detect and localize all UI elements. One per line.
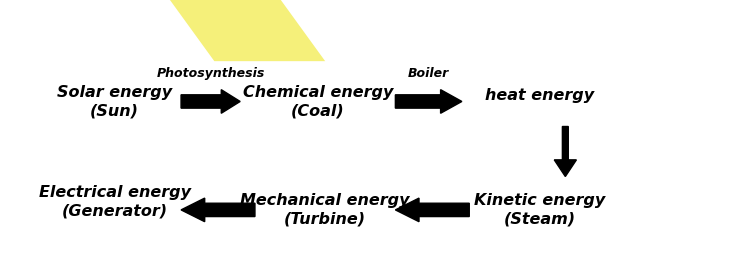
FancyArrow shape — [554, 126, 576, 177]
FancyArrow shape — [395, 198, 469, 222]
Polygon shape — [170, 0, 325, 61]
Text: Electrical energy
(Generator): Electrical energy (Generator) — [38, 185, 191, 218]
Text: Photosynthesis: Photosynthesis — [157, 67, 265, 80]
Text: Mechanical energy
(Turbine): Mechanical energy (Turbine) — [240, 193, 410, 227]
Text: heat energy: heat energy — [485, 88, 594, 103]
Text: Solar energy
(Sun): Solar energy (Sun) — [57, 85, 172, 118]
FancyArrow shape — [395, 90, 462, 113]
FancyArrow shape — [181, 198, 255, 222]
Text: Boiler: Boiler — [408, 67, 449, 80]
FancyArrow shape — [181, 90, 240, 113]
Text: Chemical energy
(Coal): Chemical energy (Coal) — [242, 85, 393, 118]
Text: Kinetic energy
(Steam): Kinetic energy (Steam) — [474, 193, 605, 227]
